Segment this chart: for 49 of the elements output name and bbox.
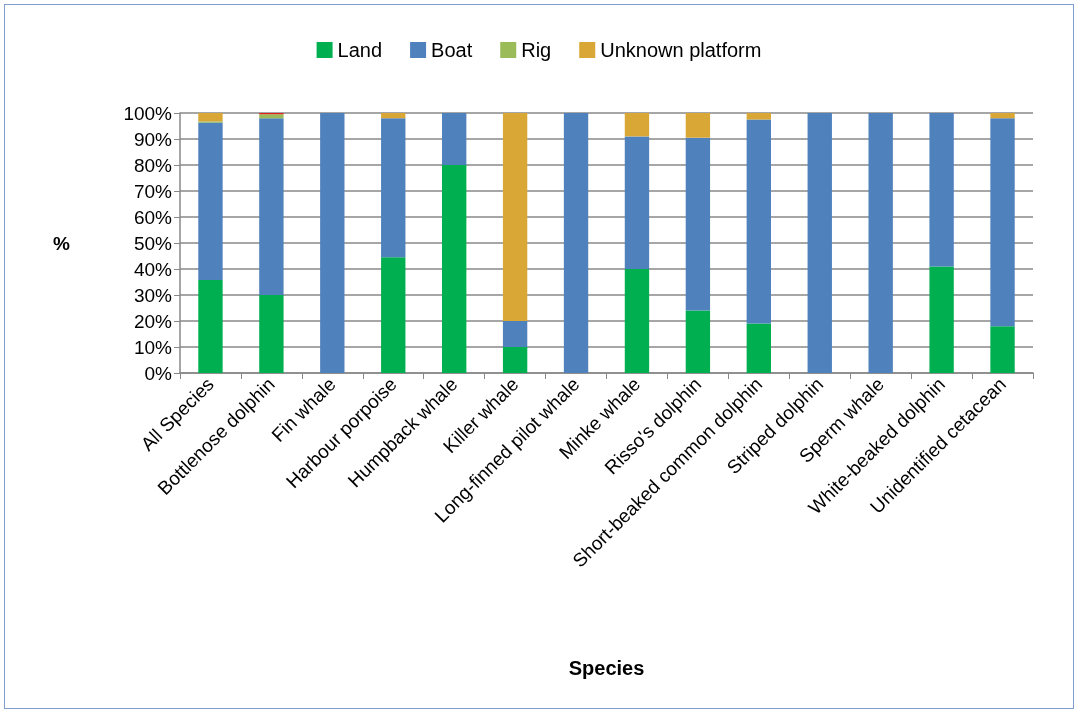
y-tick-label: 80% xyxy=(133,154,173,176)
bar xyxy=(259,114,284,119)
y-tick-label: 10% xyxy=(133,336,173,358)
bar xyxy=(381,118,406,258)
legend-label: Boat xyxy=(431,39,473,61)
bar xyxy=(259,118,284,295)
bar xyxy=(685,137,711,311)
bar xyxy=(259,295,284,373)
y-tick-label: 20% xyxy=(133,310,173,332)
bar xyxy=(868,113,893,373)
bar xyxy=(320,113,345,373)
y-tick-label: 70% xyxy=(133,180,173,202)
bar xyxy=(746,323,772,373)
bar xyxy=(441,113,467,165)
bar xyxy=(624,136,650,269)
y-tick-label: 30% xyxy=(133,284,173,306)
bar xyxy=(746,113,772,120)
bar xyxy=(807,113,832,373)
bar xyxy=(381,257,406,373)
legend-label: Land xyxy=(337,39,383,61)
y-tick-label: 90% xyxy=(133,128,173,150)
bar xyxy=(990,118,1015,327)
y-axis-title: % xyxy=(53,232,71,254)
y-tick-label: 50% xyxy=(133,232,173,254)
y-tick-label: 40% xyxy=(133,258,173,280)
y-tick-label: 60% xyxy=(133,206,173,228)
bar xyxy=(502,321,528,347)
bar xyxy=(441,165,467,373)
bar xyxy=(624,113,650,137)
bar xyxy=(198,279,223,373)
bar xyxy=(198,122,223,280)
y-tick-label: 0% xyxy=(144,362,173,384)
bar xyxy=(502,347,528,373)
bar xyxy=(502,113,528,321)
bar xyxy=(990,326,1015,373)
bar xyxy=(929,113,954,267)
bar xyxy=(563,113,589,373)
x-axis-title: Species xyxy=(568,657,645,679)
legend-label: Unknown platform xyxy=(600,39,762,61)
bar xyxy=(685,310,711,373)
bar xyxy=(685,113,711,138)
bar xyxy=(990,113,1015,119)
bar xyxy=(381,113,406,119)
legend-label: Rig xyxy=(521,39,552,61)
bar xyxy=(198,113,223,122)
y-tick-label: 100% xyxy=(123,102,173,124)
bar xyxy=(746,119,772,324)
bar xyxy=(929,266,954,373)
bar xyxy=(624,269,650,373)
